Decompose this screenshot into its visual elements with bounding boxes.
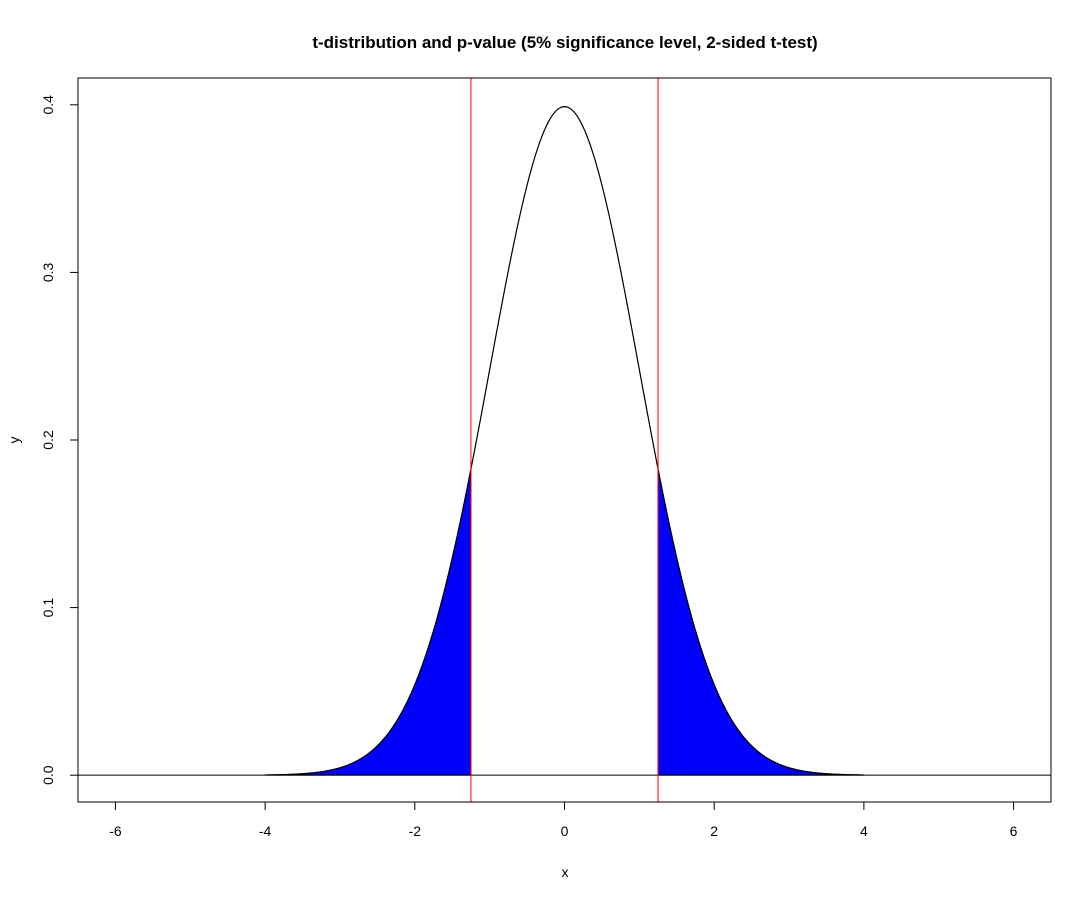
x-tick-label: -4 [259, 823, 272, 839]
y-tick-label: 0.4 [40, 95, 56, 115]
y-tick-label: 0.3 [40, 262, 56, 282]
density-curve [265, 105, 864, 776]
y-tick-label: 0.2 [40, 430, 56, 450]
x-tick-label: 0 [561, 823, 569, 839]
y-tick-label: 0.1 [40, 598, 56, 618]
x-tick-label: 4 [860, 823, 868, 839]
x-tick-label: 2 [710, 823, 718, 839]
shaded-region-layer [264, 468, 865, 776]
y-axis-label: y [6, 437, 22, 444]
y-axis: 0.0 0.1 0.2 0.3 0.4 [40, 95, 79, 785]
x-tick-label: -2 [409, 823, 422, 839]
shaded-tail-right [657, 468, 865, 776]
shaded-tail-left [264, 468, 472, 776]
y-tick-label: 0.0 [40, 765, 56, 785]
x-axis-label: x [562, 864, 569, 880]
x-axis: -6 -4 -2 0 2 4 6 [109, 801, 1018, 839]
chart-title: t-distribution and p-value (5% significa… [312, 33, 817, 52]
x-tick-label: -6 [109, 823, 122, 839]
line-layer [78, 78, 1051, 802]
plot-area-frame [77, 77, 1052, 803]
x-tick-label: 6 [1010, 823, 1018, 839]
